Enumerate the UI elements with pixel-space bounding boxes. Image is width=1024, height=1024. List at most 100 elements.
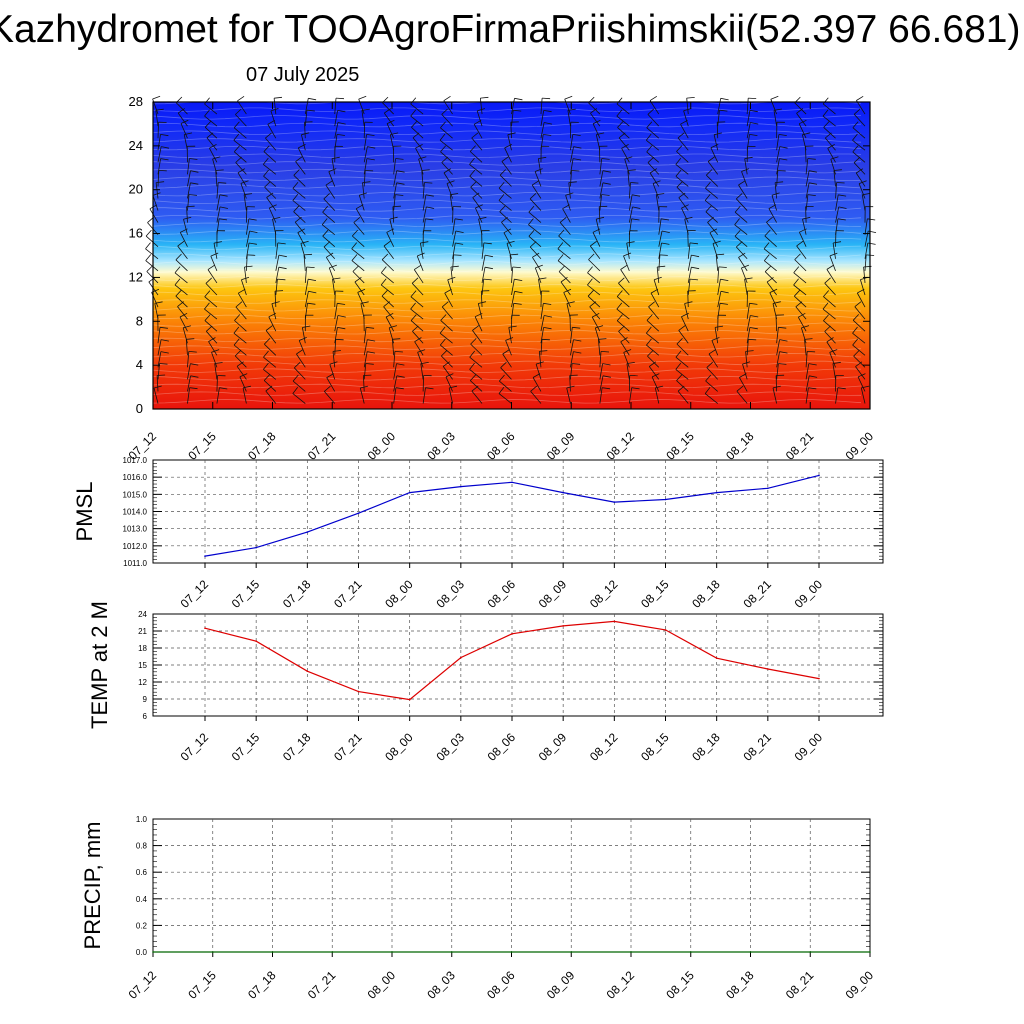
- wind-barb-flag: [587, 290, 594, 297]
- wind-barb: [422, 182, 425, 199]
- wind-barb-flag: [675, 362, 682, 370]
- wind-barb-flag: [323, 241, 331, 248]
- pmsl-data-point: [664, 498, 667, 501]
- contour-line: [152, 307, 861, 312]
- temp-data-point: [818, 677, 820, 680]
- wind-barb-flag: [292, 374, 299, 382]
- wind-barb-flag: [385, 312, 394, 318]
- wind-barb-flag: [808, 363, 817, 366]
- wind-barb: [332, 351, 336, 368]
- wind-barb: [215, 170, 218, 187]
- wind-barb: [270, 110, 277, 127]
- wind-barb: [687, 242, 691, 259]
- wind-barb: [658, 254, 661, 271]
- wind-barb: [216, 182, 219, 199]
- wind-barb: [647, 162, 660, 175]
- wind-barb-flag: [204, 109, 210, 117]
- wind-barb-flag: [354, 276, 362, 283]
- wind-barb: [157, 339, 162, 356]
- contour-line: [152, 161, 862, 166]
- wind-barb: [352, 271, 365, 284]
- wind-barb: [623, 255, 630, 271]
- wind-barb: [470, 186, 483, 199]
- x-tick-label: 08_12: [587, 730, 621, 764]
- wind-barb-flag: [736, 241, 743, 248]
- wind-barb: [566, 387, 571, 404]
- wind-barb: [793, 284, 807, 296]
- heatmap-field: [153, 102, 870, 409]
- wind-barb-flag: [470, 374, 477, 381]
- x-tick-label: 08_12: [604, 429, 638, 463]
- wind-barb: [511, 303, 515, 320]
- wind-barb: [558, 271, 571, 284]
- wind-barb-flag: [534, 168, 543, 172]
- wind-barb-flag: [558, 229, 565, 237]
- wind-barb: [744, 158, 748, 175]
- wind-barb: [480, 98, 483, 115]
- wind-barb-flag: [512, 266, 521, 268]
- x-tick-label: 08_21: [740, 577, 774, 611]
- wind-barb: [381, 272, 394, 284]
- contour-line: [152, 283, 862, 289]
- wind-barb: [157, 146, 162, 163]
- wind-barb-flag: [380, 266, 387, 274]
- wind-barb: [835, 387, 839, 404]
- wind-barb: [304, 266, 307, 283]
- wind-barb: [469, 369, 483, 380]
- wind-barb: [620, 341, 630, 356]
- wind-barb: [382, 102, 394, 115]
- wind-barb: [388, 327, 395, 344]
- wind-barb: [705, 380, 718, 392]
- wind-barb-flag: [278, 254, 287, 258]
- wind-barb-flag: [856, 95, 864, 101]
- wind-barb-flag: [206, 325, 213, 332]
- wind-barb: [766, 281, 777, 296]
- x-tick-label: 08_06: [484, 968, 518, 1002]
- wind-barb-flag: [531, 180, 540, 186]
- wind-barb: [446, 183, 453, 199]
- wind-barb: [263, 175, 277, 187]
- wind-barb-flag: [830, 156, 839, 160]
- wind-barb-flag: [177, 108, 185, 114]
- wind-barb-flag: [326, 252, 334, 258]
- wind-barb-flag: [411, 277, 419, 284]
- wind-barb: [175, 259, 188, 272]
- wind-barb-flag: [624, 156, 633, 160]
- x-tick-label: 08_15: [638, 730, 672, 764]
- wind-barb: [440, 151, 453, 163]
- x-tick-label: 08_15: [638, 577, 672, 611]
- wind-barb-flag: [415, 144, 423, 149]
- wind-barb: [676, 186, 689, 199]
- wind-barb: [381, 295, 394, 308]
- wind-barb: [420, 242, 424, 259]
- wind-barb: [292, 200, 306, 211]
- wind-barb: [656, 266, 660, 283]
- wind-barb: [323, 198, 336, 211]
- wind-barb-flag: [152, 95, 161, 100]
- x-tick-label: 07_15: [185, 968, 219, 1002]
- wind-barb-flag: [389, 325, 398, 329]
- x-tick-label: 07_12: [178, 730, 212, 764]
- wind-barb-flag: [395, 158, 404, 160]
- wind-barb: [274, 291, 277, 308]
- wind-barb: [687, 279, 691, 296]
- wind-barb: [475, 207, 483, 223]
- wind-barb: [677, 137, 689, 151]
- x-tick-label: 07_21: [331, 577, 365, 611]
- wind-barb: [557, 248, 571, 260]
- wind-barb-flag: [596, 132, 605, 135]
- wind-barb-flag: [649, 361, 657, 367]
- contour-line: [152, 176, 862, 181]
- wind-barb-flag: [235, 301, 243, 308]
- wind-barb-flag: [565, 192, 574, 196]
- wind-barb: [822, 115, 836, 127]
- wind-barb: [530, 391, 542, 404]
- wind-barb-flag: [853, 108, 861, 115]
- wind-barb-flag: [616, 109, 623, 117]
- wind-barb: [213, 243, 218, 259]
- wind-barb-flag: [175, 289, 182, 297]
- wind-barb-flag: [337, 122, 346, 125]
- wind-barb-flag: [267, 119, 275, 125]
- wind-barb: [681, 207, 689, 223]
- wind-barb: [628, 206, 633, 223]
